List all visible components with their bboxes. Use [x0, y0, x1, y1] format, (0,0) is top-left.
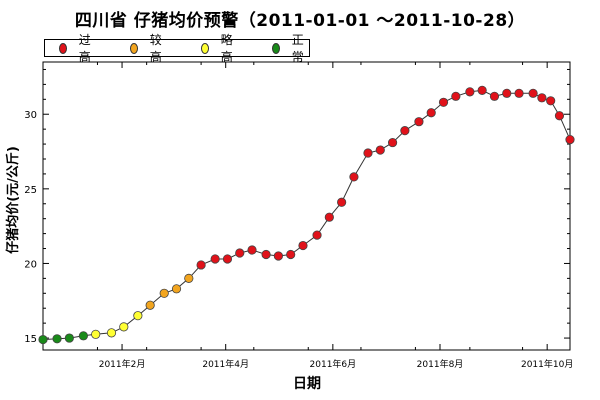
- data-point: [159, 288, 169, 298]
- legend-item-0: 过高: [59, 31, 94, 65]
- data-point: [554, 111, 565, 121]
- y-tick-label: 25: [24, 185, 37, 196]
- data-point: [222, 254, 233, 264]
- data-point: [64, 333, 74, 343]
- data-point: [210, 254, 220, 264]
- data-point: [106, 328, 117, 338]
- series-line: [42, 89, 571, 341]
- data-point: [438, 97, 449, 107]
- x-tick-label: 2011年8月: [417, 358, 464, 370]
- data-point: [414, 117, 424, 127]
- x-tick-label: 2011年6月: [310, 358, 357, 370]
- data-point: [145, 300, 155, 310]
- data-point: [426, 108, 436, 118]
- x-tick-label: 2011年10月: [521, 358, 573, 370]
- data-point: [91, 329, 101, 339]
- x-tick-label: 2011年4月: [202, 358, 249, 370]
- y-tick-label: 30: [24, 110, 37, 121]
- data-point: [298, 240, 308, 251]
- data-points: [38, 85, 575, 345]
- data-point: [196, 260, 206, 270]
- legend-label-2: 略高: [220, 33, 233, 64]
- data-point: [312, 230, 322, 240]
- data-point: [514, 88, 524, 98]
- y-tick-label: 15: [24, 334, 37, 345]
- data-point: [133, 311, 143, 321]
- series-path: [42, 89, 571, 341]
- data-point: [451, 91, 461, 101]
- axes: 15 20 25 30 2011年2月 2011年4月 2011年6月 2011年8月 2011…: [24, 61, 573, 370]
- legend-label-1: 较高: [149, 33, 162, 64]
- chart-title: 四川省 仔猪均价预警（2011-01-01 ～2011-10-28）: [74, 11, 526, 31]
- data-point: [286, 249, 296, 260]
- data-point: [38, 334, 48, 345]
- data-point: [502, 88, 512, 98]
- data-point: [546, 96, 556, 106]
- data-point: [247, 245, 257, 255]
- data-point: [387, 137, 398, 148]
- legend-item-2: 略高: [201, 31, 236, 65]
- legend: 过高 较高 略高 正常: [44, 33, 310, 64]
- data-point: [489, 91, 500, 101]
- plot-border: [42, 61, 571, 351]
- data-point: [119, 322, 129, 332]
- data-point: [273, 251, 283, 261]
- legend-marker-1: [130, 42, 138, 54]
- data-point: [324, 212, 334, 222]
- data-point: [349, 172, 359, 182]
- legend-label-0: 过高: [78, 33, 91, 64]
- data-point: [465, 87, 475, 97]
- data-point: [375, 145, 385, 155]
- data-point: [400, 126, 410, 136]
- x-tick-label: 2011年2月: [99, 358, 146, 370]
- legend-item-3: 正常: [272, 31, 307, 65]
- data-point: [537, 93, 547, 103]
- data-point: [171, 284, 182, 294]
- x-axis-label: 日期: [293, 376, 321, 392]
- legend-marker-2: [201, 42, 209, 54]
- data-point: [528, 88, 538, 98]
- data-point: [477, 85, 487, 95]
- data-point: [363, 148, 373, 158]
- legend-marker-3: [272, 42, 280, 54]
- data-point: [337, 197, 347, 207]
- data-point: [52, 334, 62, 344]
- data-point: [235, 248, 245, 258]
- y-tick-label: 20: [24, 259, 37, 270]
- legend-marker-0: [59, 42, 67, 54]
- data-point: [184, 273, 194, 283]
- legend-item-1: 较高: [130, 31, 165, 65]
- data-point: [78, 331, 89, 341]
- y-axis-label: 仔猪均价(元/公斤): [5, 146, 21, 254]
- legend-label-3: 正常: [291, 33, 304, 64]
- data-point: [565, 134, 575, 145]
- data-point: [261, 249, 271, 260]
